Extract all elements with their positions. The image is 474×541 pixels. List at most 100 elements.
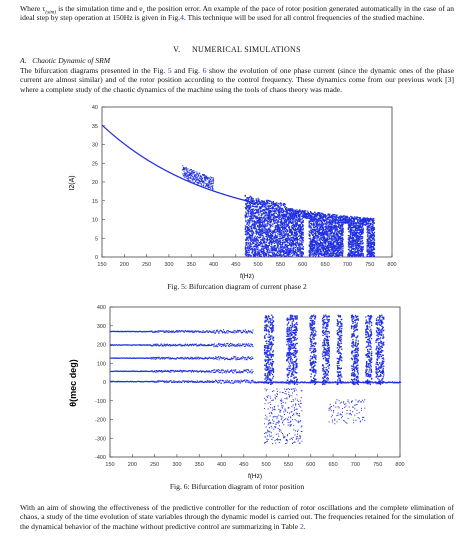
fig5-point — [293, 254, 295, 256]
fig5-point — [332, 220, 334, 222]
fig5-point — [276, 253, 278, 255]
fig5-point — [255, 226, 257, 228]
fig5-point — [291, 254, 294, 256]
fig4-link[interactable]: 4 — [180, 13, 184, 23]
fig5-point — [328, 240, 330, 243]
fig5-point — [286, 220, 288, 222]
fig5-point — [284, 234, 286, 236]
fig5-point — [271, 255, 273, 257]
fig5-point — [338, 243, 340, 245]
fig5-point — [320, 254, 323, 256]
fig5-point — [327, 244, 329, 246]
fig5-point — [294, 254, 296, 256]
fig5-point — [248, 251, 250, 253]
fig5-point — [259, 222, 261, 225]
fig5-point — [269, 250, 271, 252]
fig5-point — [342, 245, 344, 247]
fig5-point — [193, 181, 195, 183]
fig5-point — [248, 232, 250, 234]
fig5-point — [282, 242, 284, 244]
fig5-point — [269, 224, 271, 226]
fig5-point — [260, 251, 263, 253]
fig5-point — [337, 241, 339, 244]
fig5-point — [329, 254, 331, 256]
fig5-point — [319, 248, 322, 250]
fig5-point — [269, 219, 271, 221]
fig5-point — [250, 229, 252, 231]
fig5-point — [195, 179, 197, 181]
fig5-point — [292, 220, 294, 222]
fig5-point — [262, 239, 264, 241]
fig5-point — [321, 245, 323, 247]
fig5-point — [248, 224, 250, 227]
fig5-point — [272, 248, 274, 250]
fig5-point — [193, 172, 195, 174]
fig5-point — [263, 251, 266, 253]
fig5-point — [294, 238, 296, 241]
fig5-point — [268, 203, 271, 205]
fig5-point — [269, 237, 271, 239]
fig5-point — [338, 217, 340, 219]
fig5-point — [329, 234, 331, 236]
fig5-point — [277, 216, 279, 219]
fig5-point — [319, 239, 321, 242]
fig5-point — [255, 241, 257, 243]
fig5-point — [278, 213, 280, 215]
fig5-point — [283, 222, 285, 224]
fig5-point — [202, 185, 204, 187]
fig5-point — [335, 238, 337, 240]
fig5-point — [329, 237, 331, 239]
fig6-link[interactable]: 6 — [202, 66, 207, 75]
fig5-point — [279, 208, 281, 211]
fig5-point — [270, 211, 272, 213]
fig5-point — [316, 237, 318, 240]
fig5-point — [252, 231, 254, 233]
fig5-link[interactable]: 5 — [167, 66, 172, 75]
fig5-point — [245, 247, 247, 249]
fig5-point — [249, 230, 251, 232]
fig5-point — [308, 230, 310, 232]
fig5-point — [197, 183, 199, 185]
fig5-point — [278, 206, 280, 208]
fig5-point — [265, 241, 268, 244]
fig5-point — [309, 251, 311, 253]
fig5-point — [334, 232, 336, 234]
fig5-point — [339, 238, 341, 240]
fig5-point — [298, 235, 300, 237]
fig5-point — [273, 244, 275, 247]
fig5-point — [281, 219, 283, 221]
fig5-point — [255, 228, 257, 230]
fig5-point — [203, 181, 205, 183]
fig5-point — [256, 245, 258, 247]
fig5-point — [199, 174, 201, 176]
fig5-point — [281, 232, 283, 235]
fig5-point — [270, 222, 272, 224]
fig5-point — [283, 204, 285, 206]
fig5-point — [271, 234, 273, 236]
fig5-point — [328, 222, 330, 224]
fig5-point — [269, 225, 271, 227]
fig5-point — [263, 216, 265, 219]
fig5-point — [333, 235, 335, 237]
fig5-point — [317, 248, 319, 250]
fig5-point — [297, 216, 299, 218]
fig5-point — [320, 225, 323, 227]
fig5-point — [208, 181, 210, 183]
fig5-point — [245, 226, 247, 228]
fig5-point — [276, 222, 278, 224]
fig5-point — [338, 223, 340, 226]
fig5-point — [290, 214, 292, 217]
fig5-point — [203, 180, 205, 182]
fig5-point — [283, 254, 285, 256]
fig5-point — [197, 182, 199, 184]
fig5-point — [319, 226, 321, 228]
fig5-point — [269, 218, 271, 220]
fig5-point — [309, 226, 311, 228]
fig5-point — [256, 221, 258, 224]
fig5-point — [189, 179, 191, 181]
fig5-point — [247, 237, 249, 239]
fig5-point — [296, 228, 298, 230]
fig5-point — [341, 218, 344, 221]
fig5-point — [324, 231, 326, 233]
fig5-point — [294, 211, 297, 214]
